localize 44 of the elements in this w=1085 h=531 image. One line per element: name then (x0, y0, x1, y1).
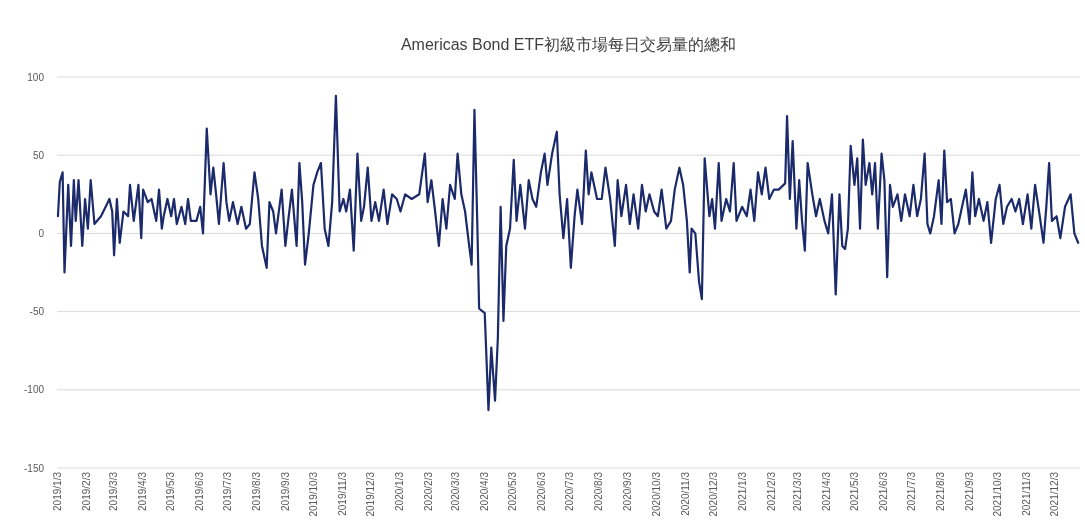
x-tick-label: 2020/8/3 (593, 471, 605, 511)
x-tick-label: 2021/5/3 (848, 471, 860, 511)
x-tick-label: 2020/12/3 (707, 471, 719, 517)
x-tick-label: 2021/7/3 (906, 471, 918, 511)
x-tick-label: 2019/4/3 (136, 471, 148, 511)
y-tick-label: 100 (27, 71, 45, 83)
x-tick-label: 2019/10/3 (307, 471, 319, 517)
x-tick-label: 2021/8/3 (935, 471, 947, 511)
x-tick-label: 2020/9/3 (622, 471, 634, 511)
y-tick-label: 50 (32, 149, 45, 161)
x-tick-label: 2020/1/3 (394, 471, 406, 511)
x-tick-label: 2021/9/3 (964, 471, 976, 511)
x-tick-label: 2020/7/3 (564, 471, 576, 511)
x-tick-label: 2020/2/3 (423, 471, 435, 511)
x-tick-label: 2019/3/3 (107, 471, 119, 511)
x-tick-label: 2020/10/3 (650, 471, 662, 517)
x-tick-label: 2021/2/3 (765, 471, 777, 511)
y-tick-label: -100 (23, 384, 45, 396)
x-tick-label: 2019/7/3 (221, 471, 233, 511)
x-tick-label: 2019/6/3 (193, 471, 205, 511)
x-tick-label: 2021/4/3 (820, 471, 832, 511)
x-tick-label: 2019/9/3 (279, 471, 291, 511)
x-tick-label: 2021/3/3 (791, 471, 803, 511)
x-tick-label: 2020/5/3 (507, 471, 519, 511)
x-tick-label: 2020/4/3 (479, 471, 491, 511)
x-tick-label: 2020/3/3 (450, 471, 462, 511)
x-tick-label: 2020/11/3 (679, 471, 691, 516)
x-tick-label: 2019/1/3 (52, 471, 64, 511)
x-tick-label: 2019/8/3 (250, 471, 262, 511)
x-tick-label: 2019/11/3 (336, 471, 348, 516)
chart-title: Americas Bond ETF初級市場每日交易量的總和 (400, 36, 737, 53)
x-tick-label: 2019/12/3 (365, 471, 377, 517)
x-tick-label: 2021/10/3 (992, 471, 1004, 517)
x-tick-label: 2021/6/3 (877, 471, 889, 511)
y-tick-label: -150 (23, 462, 45, 474)
y-tick-label: -50 (29, 306, 45, 318)
y-tick-label: 0 (38, 227, 45, 239)
x-tick-label: 2020/6/3 (536, 471, 548, 511)
x-tick-label: 2021/11/3 (1021, 471, 1033, 516)
x-tick-label: 2021/1/3 (736, 471, 748, 511)
x-tick-label: 2019/5/3 (164, 471, 176, 511)
x-tick-label: 2019/2/3 (81, 471, 93, 511)
line-series (56, 94, 1080, 412)
x-tick-label: 2021/12/3 (1049, 471, 1061, 517)
